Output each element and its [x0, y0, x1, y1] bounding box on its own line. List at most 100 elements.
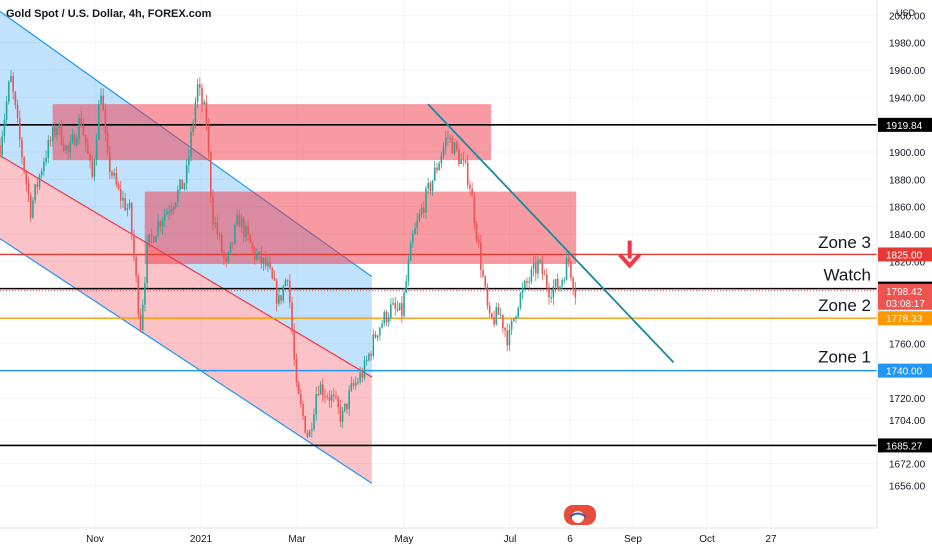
candle-body	[177, 189, 179, 203]
candle-body	[168, 211, 170, 213]
candle-body	[111, 171, 113, 176]
candle-body	[513, 318, 515, 322]
candle-body	[295, 359, 298, 383]
current-price-badge	[878, 283, 932, 310]
candle-body	[122, 198, 124, 201]
candle-body	[249, 234, 252, 244]
candle-body	[98, 103, 100, 140]
candle-body	[313, 414, 315, 430]
candle-body	[458, 149, 460, 165]
price-level-label: 1825.00	[886, 250, 923, 261]
zone-label: Zone 3	[818, 233, 871, 252]
candle-body	[545, 274, 548, 288]
candle-body	[326, 396, 328, 398]
candle-body	[155, 236, 157, 243]
candle-body	[199, 84, 201, 88]
candle-body	[526, 280, 528, 283]
candle-body	[104, 110, 107, 133]
candle-body	[433, 167, 436, 181]
candle-body	[161, 220, 164, 227]
candle-body	[431, 180, 434, 192]
candle-body	[73, 134, 76, 146]
candle-body	[124, 198, 126, 211]
candle-body	[84, 135, 87, 145]
price-level-badge	[878, 117, 932, 132]
candle-body	[18, 118, 21, 140]
candle-body	[528, 281, 530, 283]
candle-body	[556, 278, 559, 289]
current-price-label: 1798.42	[886, 287, 923, 298]
candle-body	[0, 145, 1, 155]
candle-body	[554, 278, 557, 287]
candle-body	[379, 327, 381, 336]
candle-body	[466, 162, 469, 185]
candle-body	[150, 234, 153, 237]
candle-body	[524, 280, 526, 289]
price-tick-label: 1960.00	[889, 66, 926, 77]
candle-body	[267, 262, 269, 267]
candle-body	[284, 280, 287, 287]
candle-body	[133, 234, 135, 257]
candle-body	[179, 179, 181, 190]
supply-zone	[144, 191, 577, 265]
candle-body	[218, 234, 221, 236]
candle-body	[14, 91, 17, 105]
candle-body	[308, 430, 311, 437]
candle-body	[36, 184, 39, 187]
logo-swoosh	[569, 512, 587, 518]
candle-body	[275, 280, 278, 304]
candle-body	[128, 203, 131, 209]
candle-body	[403, 292, 405, 316]
candle-body	[23, 157, 25, 172]
candle-body	[238, 214, 241, 227]
candle-body	[453, 142, 456, 154]
candle-body	[29, 194, 32, 218]
candle-body	[510, 321, 513, 330]
candle-body	[170, 209, 173, 212]
candle-body	[521, 288, 524, 294]
candle-body	[51, 127, 54, 142]
candle-body	[291, 302, 293, 332]
candle-body	[383, 311, 386, 324]
candle-body	[141, 304, 144, 331]
candle-body	[361, 372, 364, 378]
time-tick-label: 6	[567, 534, 573, 545]
channel-band	[0, 155, 372, 484]
candle-body	[398, 303, 401, 311]
candle-body	[130, 203, 133, 235]
candle-body	[444, 137, 447, 147]
time-axis: Nov 2021 Mar May Jul 6 Sep Oct 27	[0, 527, 877, 545]
candle-body	[253, 248, 256, 260]
candle-body	[365, 360, 368, 362]
candle-body	[144, 282, 146, 305]
time-tick-label: Nov	[86, 534, 104, 545]
candle-body	[43, 161, 45, 172]
candle-body	[216, 222, 219, 235]
candle-body	[273, 278, 276, 281]
candle-body	[27, 183, 30, 195]
price-levels	[0, 124, 877, 447]
candle-body	[271, 268, 274, 279]
candle-body	[343, 403, 346, 411]
candle-body	[242, 218, 245, 237]
price-level-label: 1685.27	[886, 441, 923, 452]
time-tick-label: May	[395, 534, 414, 545]
candle-body	[530, 269, 533, 282]
candle-body	[425, 188, 427, 213]
candle-body	[297, 382, 300, 394]
candle-body	[473, 196, 476, 224]
price-level-label: 1740.00	[886, 367, 923, 378]
candle-body	[293, 331, 296, 360]
candle-body	[464, 160, 467, 163]
candle-body	[174, 202, 177, 208]
candle-body	[166, 211, 168, 215]
candle-body	[328, 397, 331, 401]
candle-body	[137, 276, 140, 315]
candle-body	[203, 101, 206, 105]
candle-body	[462, 159, 465, 161]
candle-body	[495, 307, 498, 325]
price-tick-label: 1760.00	[889, 339, 926, 350]
candle-body	[188, 156, 190, 166]
candle-body	[106, 132, 109, 152]
